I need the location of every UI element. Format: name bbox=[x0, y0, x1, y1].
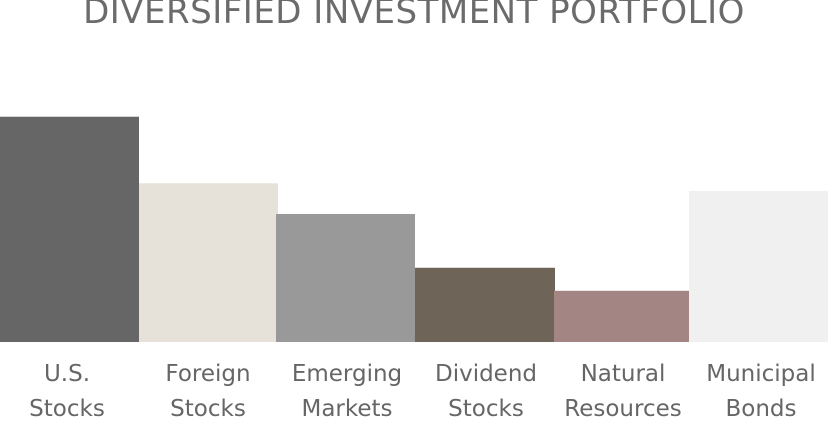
bar-4 bbox=[415, 267, 555, 342]
chart-title: DIVERSIFIED INVESTMENT PORTFOLIO bbox=[83, 0, 745, 32]
category-label-2: Foreign Stocks bbox=[165, 361, 250, 422]
bar-5 bbox=[554, 290, 689, 342]
category-label-1: U.S. Stocks bbox=[29, 361, 105, 422]
bar-3 bbox=[276, 214, 415, 342]
bar-2 bbox=[139, 183, 278, 342]
category-label-3: Emerging Markets bbox=[292, 361, 402, 422]
category-label-6: Municipal Bonds bbox=[706, 361, 816, 422]
category-label-4: Dividend Stocks bbox=[435, 361, 537, 422]
bar-6 bbox=[689, 190, 828, 342]
bar-1 bbox=[0, 116, 139, 342]
category-label-5: Natural Resources bbox=[564, 361, 681, 422]
